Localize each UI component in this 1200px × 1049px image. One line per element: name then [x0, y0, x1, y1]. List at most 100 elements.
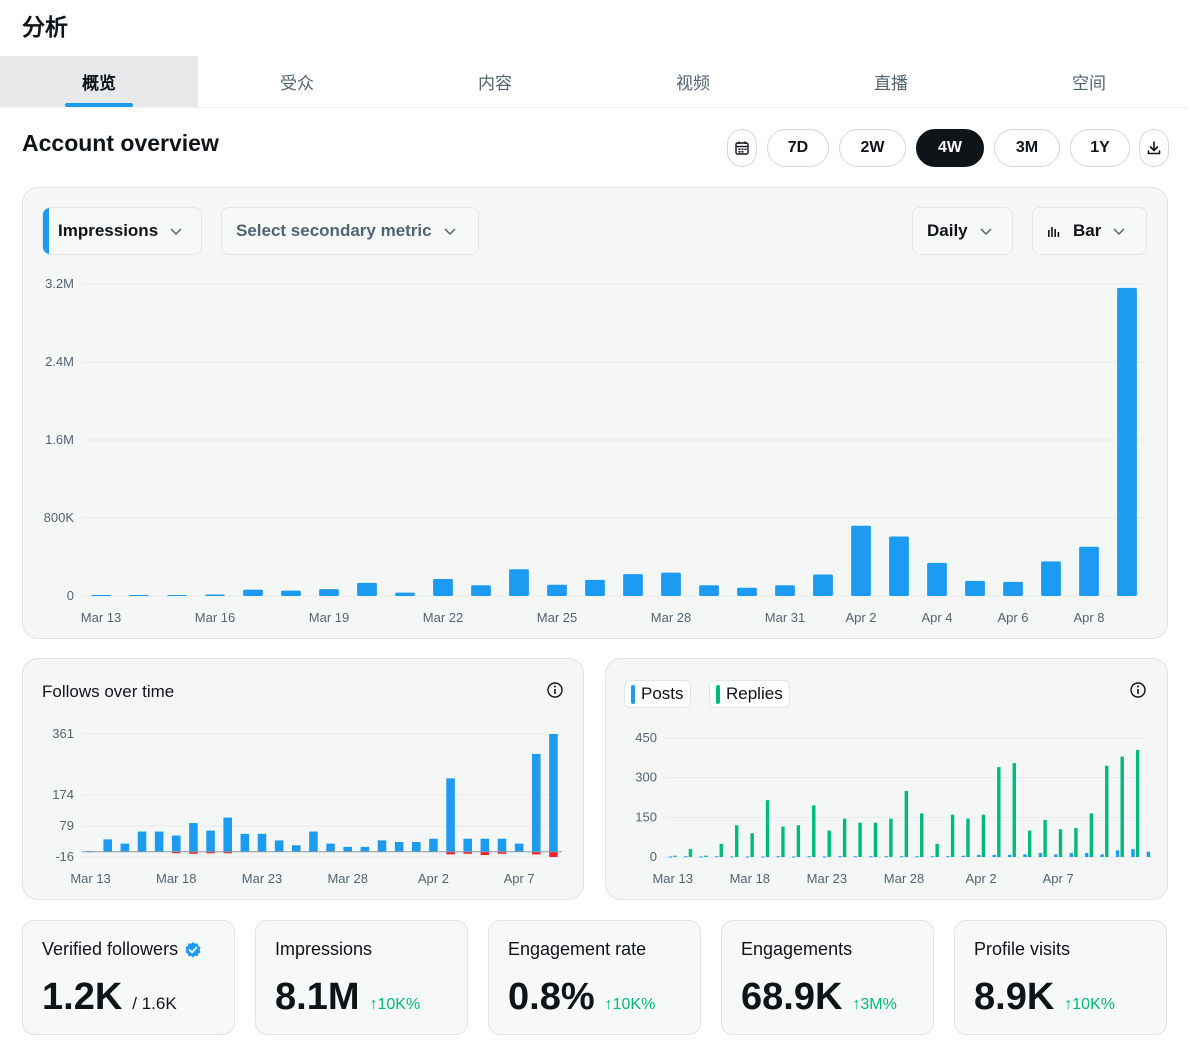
- tab-content[interactable]: 内容: [478, 74, 512, 93]
- unfollows-bar: [223, 851, 232, 854]
- download-button[interactable]: [1139, 129, 1169, 167]
- stat-label: Profile visits: [974, 939, 1071, 959]
- follows-bar: [154, 831, 164, 852]
- posts-bar: [1085, 853, 1089, 857]
- posts-bar: [714, 856, 719, 858]
- legend-posts[interactable]: Posts: [624, 680, 691, 708]
- chevron-down-icon: [444, 228, 456, 236]
- y-tick-label: 150: [635, 809, 657, 824]
- follows-bar: [549, 734, 558, 852]
- follows-card-title: Follows over time: [42, 682, 175, 701]
- x-tick-label: Mar 28: [327, 871, 367, 886]
- stat-delta: ↑10K%: [604, 996, 656, 1013]
- y-tick-label: -16: [55, 849, 74, 864]
- x-tick-label: Apr 2: [966, 871, 997, 886]
- follows-bar: [309, 831, 318, 852]
- y-tick-label: 300: [635, 770, 657, 785]
- posts-bar: [745, 856, 750, 858]
- y-tick-label: 0: [67, 588, 74, 603]
- follows-bar: [206, 830, 215, 852]
- range-1y-button[interactable]: 1Y: [1070, 129, 1130, 167]
- posts-bar: [1131, 849, 1135, 857]
- x-tick-label: Mar 23: [807, 871, 847, 886]
- y-tick-label: 450: [635, 730, 657, 745]
- x-tick-label: Mar 13: [652, 871, 692, 886]
- x-tick-label: Mar 25: [537, 610, 577, 625]
- chevron-down-icon: [170, 228, 182, 236]
- secondary-metric-label: Select secondary metric: [236, 221, 432, 240]
- range-2w-button[interactable]: 2W: [839, 129, 906, 167]
- stat-label: Engagements: [741, 939, 853, 959]
- tab-live[interactable]: 直播: [874, 74, 908, 93]
- impressions-bar: [927, 562, 947, 596]
- stat-label: Engagement rate: [508, 939, 647, 959]
- info-icon[interactable]: [546, 681, 564, 699]
- impressions-bar: [433, 578, 453, 596]
- verified-badge-icon: [185, 941, 201, 958]
- chevron-down-icon: [980, 228, 992, 236]
- stat-impressions[interactable]: Impressions 8.1M ↑10K%: [255, 920, 468, 1035]
- y-tick-label: 0: [650, 849, 657, 864]
- stat-engagement-rate[interactable]: Engagement rate 0.8% ↑10K%: [488, 920, 701, 1035]
- follows-bar: [223, 817, 232, 852]
- tab-video[interactable]: 视频: [676, 74, 710, 93]
- follows-bar: [463, 838, 472, 852]
- impressions-bar: [243, 589, 263, 596]
- stat-verified-followers[interactable]: Verified followers 1.2K / 1.6K: [22, 920, 235, 1035]
- replies-bar: [858, 822, 862, 857]
- posts-bar: [899, 856, 904, 858]
- stat-delta: ↑10K%: [1064, 996, 1115, 1013]
- replies-bar: [950, 814, 955, 857]
- posts-bar: [1069, 853, 1073, 857]
- impressions-bar: [1003, 581, 1023, 596]
- replies-bar: [688, 849, 693, 857]
- stat-profile-visits[interactable]: Profile visits 8.9K ↑10K%: [954, 920, 1167, 1035]
- replies-bar: [1043, 819, 1047, 857]
- x-tick-label: Apr 2: [418, 871, 449, 886]
- legend-posts-label: Posts: [641, 684, 684, 703]
- chart-type-dropdown[interactable]: Bar: [1032, 207, 1147, 255]
- tab-bar: 概览 受众 内容 视频 直播 空间: [0, 56, 1188, 108]
- stat-engagements[interactable]: Engagements 68.9K ↑3M%: [721, 920, 934, 1035]
- secondary-metric-dropdown[interactable]: Select secondary metric: [221, 207, 479, 255]
- info-icon[interactable]: [1129, 681, 1147, 699]
- tab-overview[interactable]: 概览: [0, 56, 198, 107]
- posts-bar: [1038, 853, 1043, 857]
- impressions-bar: [91, 595, 111, 596]
- replies-bar: [673, 855, 677, 857]
- replies-bar: [873, 822, 878, 857]
- unfollows-bar: [549, 851, 558, 857]
- interval-dropdown[interactable]: Daily: [912, 207, 1013, 255]
- replies-bar: [812, 805, 816, 857]
- posts-bar: [668, 856, 673, 858]
- bar-chart-icon: [1048, 227, 1060, 237]
- impressions-bar: [965, 580, 985, 596]
- unfollows-bar: [172, 851, 181, 854]
- calendar-button[interactable]: [727, 129, 757, 167]
- range-3m-button[interactable]: 3M: [994, 129, 1060, 167]
- range-7d-button[interactable]: 7D: [767, 129, 829, 167]
- impressions-bar: [205, 594, 225, 596]
- follows-bar: [189, 823, 198, 852]
- posts-bar: [807, 856, 811, 858]
- replies-bar: [981, 814, 986, 857]
- legend-replies[interactable]: Replies: [709, 680, 790, 708]
- posts-bar: [1023, 854, 1027, 857]
- replies-bar: [827, 830, 831, 857]
- chevron-down-icon: [1113, 228, 1125, 236]
- posts-bar: [977, 854, 981, 857]
- replies-bar: [735, 825, 739, 857]
- tab-audience[interactable]: 受众: [280, 74, 314, 93]
- replies-bar: [1074, 827, 1078, 857]
- tab-spaces[interactable]: 空间: [1072, 74, 1106, 93]
- follows-bar: [240, 833, 250, 852]
- follows-bar: [326, 843, 335, 852]
- primary-metric-dropdown[interactable]: Impressions: [42, 207, 202, 255]
- range-4w-button[interactable]: 4W: [916, 129, 984, 167]
- posts-bar: [869, 856, 873, 858]
- impressions-bar: [471, 585, 491, 596]
- x-tick-label: Apr 8: [1073, 610, 1104, 625]
- follows-bar: [360, 846, 370, 852]
- impressions-bar: [737, 587, 757, 596]
- stat-value: 8.1M: [275, 976, 360, 1018]
